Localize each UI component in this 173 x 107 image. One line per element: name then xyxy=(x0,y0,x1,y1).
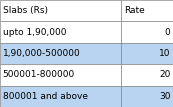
Text: 0: 0 xyxy=(165,28,170,37)
Bar xyxy=(121,86,173,107)
Bar xyxy=(0,0,121,21)
Bar xyxy=(0,86,121,107)
Bar xyxy=(121,0,173,21)
Text: 20: 20 xyxy=(159,70,170,79)
Text: Slabs (Rs): Slabs (Rs) xyxy=(3,6,48,15)
Bar xyxy=(0,64,121,86)
Bar xyxy=(121,21,173,43)
Text: 800001 and above: 800001 and above xyxy=(3,92,88,101)
Text: 1,90,000-500000: 1,90,000-500000 xyxy=(3,49,80,58)
Text: 30: 30 xyxy=(159,92,170,101)
Text: 500001-800000: 500001-800000 xyxy=(3,70,75,79)
Bar xyxy=(121,64,173,86)
Text: upto 1,90,000: upto 1,90,000 xyxy=(3,28,66,37)
Text: Rate: Rate xyxy=(124,6,144,15)
Bar xyxy=(0,21,121,43)
Bar xyxy=(121,43,173,64)
Bar xyxy=(0,43,121,64)
Text: 10: 10 xyxy=(159,49,170,58)
